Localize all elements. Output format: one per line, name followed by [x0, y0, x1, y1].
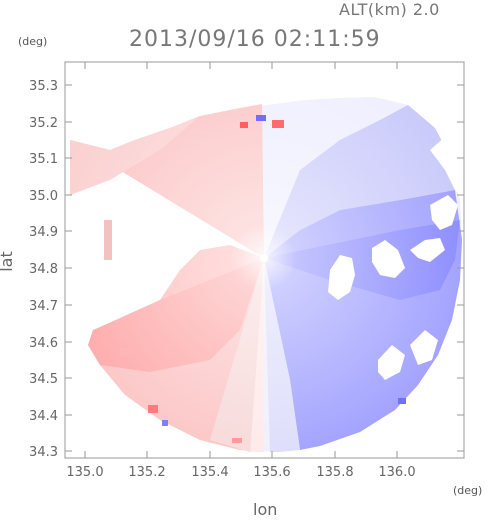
doppler-field [65, 62, 464, 458]
radar-center-marker [260, 254, 268, 262]
plot-frame [64, 61, 465, 459]
y-tick-label: 34.9 [29, 225, 58, 240]
x-axis-label: lon [253, 500, 278, 519]
y-axis-unit: (deg) [18, 35, 48, 48]
y-tick-label: 34.7 [29, 299, 58, 314]
x-axis-unit: (deg) [453, 484, 483, 497]
x-tick-label: 135.2 [128, 465, 165, 480]
y-tick-label: 35.1 [29, 152, 58, 167]
y-tick-label: 34.8 [29, 262, 58, 277]
x-tick-label: 136.0 [378, 465, 415, 480]
y-tick-label: 35.2 [29, 116, 58, 131]
y-tick-label: 34.3 [29, 445, 58, 460]
x-tick-label: 135.8 [316, 465, 353, 480]
y-tick-label: 34.5 [29, 372, 58, 387]
x-tick-label: 135.0 [66, 465, 103, 480]
x-tick-label: 135.6 [253, 465, 290, 480]
y-tick-label: 35.3 [29, 79, 58, 94]
timestamp-title: 2013/09/16 02:11:59 [129, 27, 381, 52]
x-tick-label: 135.4 [191, 465, 228, 480]
y-tick-label: 34.4 [29, 409, 58, 424]
y-tick-marks [65, 84, 464, 452]
x-tick-marks [84, 62, 398, 458]
altitude-label: ALT(km) 2.0 [339, 0, 440, 19]
y-tick-label: 35.0 [29, 189, 58, 204]
y-tick-label: 34.6 [29, 336, 58, 351]
